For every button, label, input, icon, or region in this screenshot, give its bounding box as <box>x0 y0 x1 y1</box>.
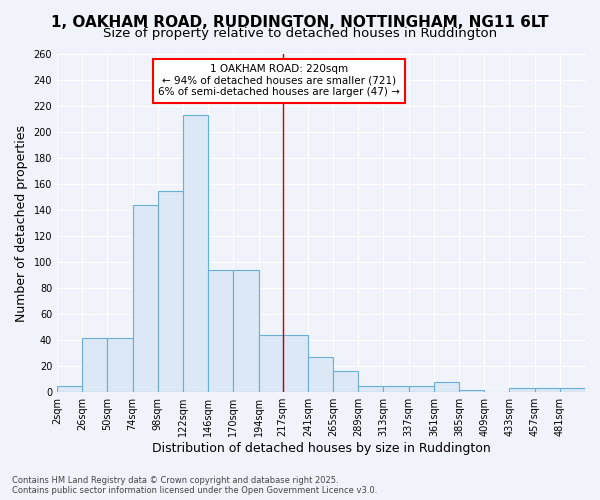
Bar <box>82 338 107 392</box>
Text: Contains HM Land Registry data © Crown copyright and database right 2025.
Contai: Contains HM Land Registry data © Crown c… <box>12 476 377 495</box>
Bar <box>409 386 434 392</box>
Text: 1 OAKHAM ROAD: 220sqm
← 94% of detached houses are smaller (721)
6% of semi-deta: 1 OAKHAM ROAD: 220sqm ← 94% of detached … <box>158 64 400 98</box>
Bar <box>434 382 459 392</box>
Text: Size of property relative to detached houses in Ruddington: Size of property relative to detached ho… <box>103 28 497 40</box>
Bar <box>158 190 183 392</box>
Bar <box>535 388 560 392</box>
Bar <box>233 270 259 392</box>
Bar <box>107 338 133 392</box>
Bar <box>57 386 82 392</box>
Bar <box>208 270 233 392</box>
Bar <box>259 335 283 392</box>
Bar <box>383 386 409 392</box>
Bar <box>358 386 383 392</box>
Y-axis label: Number of detached properties: Number of detached properties <box>15 124 28 322</box>
Text: 1, OAKHAM ROAD, RUDDINGTON, NOTTINGHAM, NG11 6LT: 1, OAKHAM ROAD, RUDDINGTON, NOTTINGHAM, … <box>51 15 549 30</box>
Bar <box>509 388 535 392</box>
Bar <box>333 372 358 392</box>
Bar <box>308 357 333 392</box>
Bar <box>459 390 484 392</box>
Bar <box>283 335 308 392</box>
Bar <box>560 388 585 392</box>
Bar <box>183 115 208 392</box>
X-axis label: Distribution of detached houses by size in Ruddington: Distribution of detached houses by size … <box>152 442 490 455</box>
Bar <box>133 205 158 392</box>
